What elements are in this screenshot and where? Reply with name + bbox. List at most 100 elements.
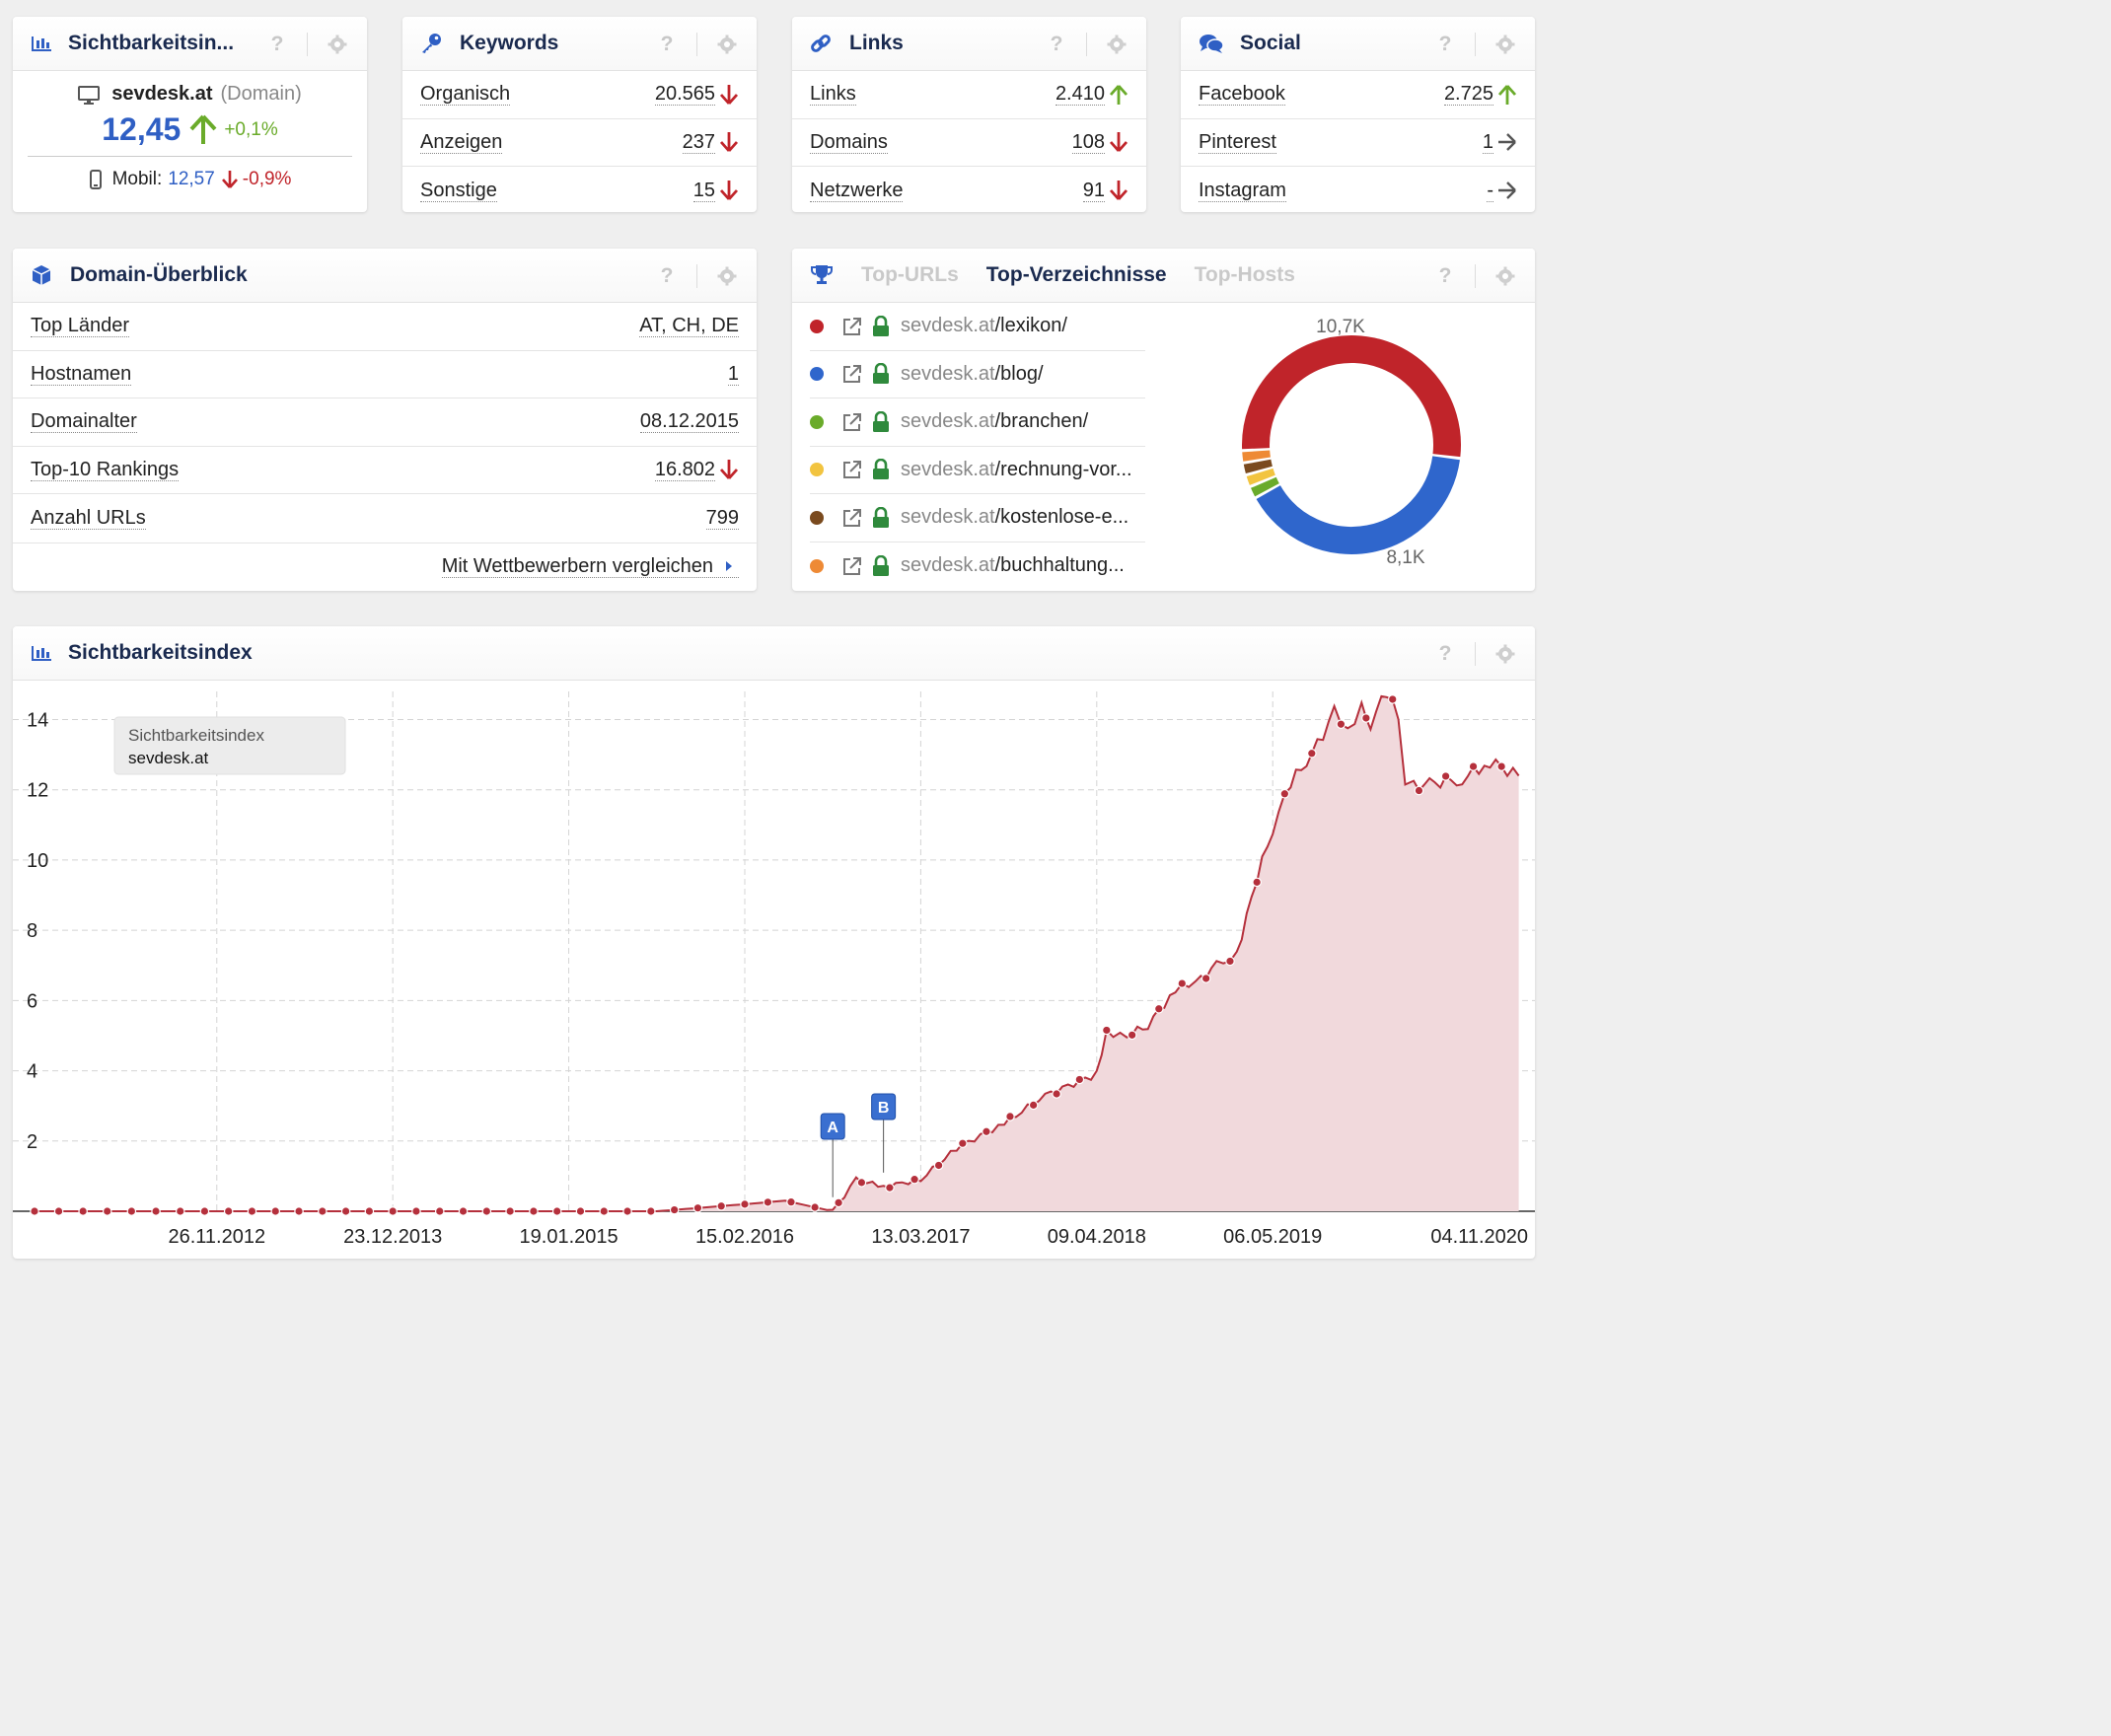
- data-point[interactable]: [910, 1174, 919, 1185]
- annotation-flag[interactable]: [871, 1093, 897, 1121]
- data-point[interactable]: [1028, 1100, 1039, 1111]
- row-label[interactable]: Netzwerke: [810, 179, 904, 202]
- series-line[interactable]: [35, 694, 1520, 1212]
- help-icon[interactable]: ?: [270, 32, 284, 55]
- data-point[interactable]: [740, 1199, 750, 1209]
- data-point[interactable]: [270, 1206, 281, 1216]
- data-point[interactable]: [126, 1206, 137, 1216]
- external-link-icon[interactable]: [841, 507, 863, 529]
- data-point[interactable]: [856, 1178, 867, 1188]
- row-value[interactable]: 2.410: [1055, 83, 1105, 107]
- row-label[interactable]: Pinterest: [1199, 130, 1276, 154]
- row-value[interactable]: 1: [727, 362, 739, 386]
- external-link-icon[interactable]: [841, 363, 863, 385]
- row-value[interactable]: 2.725: [1443, 83, 1493, 107]
- tab-top-hosts[interactable]: Top-Hosts: [1194, 263, 1295, 286]
- data-point[interactable]: [199, 1206, 210, 1216]
- data-point[interactable]: [646, 1206, 656, 1216]
- data-point[interactable]: [151, 1206, 161, 1216]
- data-point[interactable]: [1074, 1074, 1085, 1085]
- gear-icon[interactable]: [1476, 644, 1535, 664]
- data-point[interactable]: [247, 1206, 257, 1216]
- data-point[interactable]: [763, 1197, 773, 1207]
- row-label[interactable]: Domainalter: [31, 410, 137, 434]
- donut-slice[interactable]: [1256, 456, 1460, 554]
- annotation-flag[interactable]: [820, 1113, 845, 1140]
- row-label[interactable]: Hostnamen: [31, 362, 132, 386]
- help-icon[interactable]: ?: [1438, 32, 1452, 55]
- data-point[interactable]: [810, 1202, 820, 1212]
- donut-slice[interactable]: [1242, 335, 1461, 474]
- data-point[interactable]: [505, 1206, 515, 1216]
- row-label[interactable]: Instagram: [1199, 179, 1286, 202]
- compare-link[interactable]: Mit Wettbewerbern vergleichen: [441, 555, 739, 578]
- external-link-icon[interactable]: [841, 459, 863, 480]
- data-point[interactable]: [786, 1196, 796, 1207]
- gear-icon[interactable]: [1476, 266, 1535, 286]
- donut-slice[interactable]: [1246, 468, 1275, 485]
- row-label[interactable]: Top-10 Rankings: [31, 458, 180, 481]
- row-label[interactable]: Anzahl URLs: [31, 506, 146, 530]
- help-icon[interactable]: ?: [1438, 641, 1452, 665]
- data-point[interactable]: [1336, 719, 1347, 730]
- row-label[interactable]: Organisch: [420, 83, 511, 107]
- data-point[interactable]: [53, 1206, 64, 1216]
- data-point[interactable]: [1225, 956, 1235, 967]
- data-point[interactable]: [529, 1206, 539, 1216]
- data-point[interactable]: [481, 1206, 492, 1216]
- data-point[interactable]: [622, 1206, 632, 1216]
- data-point[interactable]: [1052, 1089, 1061, 1099]
- row-value[interactable]: 08.12.2015: [639, 410, 739, 434]
- directory-path[interactable]: /lexikon/: [994, 315, 1067, 337]
- data-point[interactable]: [1153, 1003, 1164, 1014]
- data-point[interactable]: [388, 1206, 398, 1216]
- external-link-icon[interactable]: [841, 411, 863, 433]
- help-icon[interactable]: ?: [660, 32, 674, 55]
- row-label[interactable]: Sonstige: [420, 179, 497, 202]
- data-point[interactable]: [551, 1206, 562, 1216]
- data-point[interactable]: [1496, 761, 1506, 771]
- data-point[interactable]: [885, 1183, 895, 1193]
- gear-icon[interactable]: [697, 35, 757, 54]
- row-value[interactable]: AT, CH, DE: [639, 315, 739, 338]
- data-point[interactable]: [175, 1206, 185, 1216]
- data-point[interactable]: [1387, 694, 1398, 704]
- donut-slice[interactable]: [1251, 476, 1279, 497]
- data-point[interactable]: [102, 1206, 112, 1216]
- data-point[interactable]: [411, 1206, 421, 1216]
- data-point[interactable]: [692, 1202, 703, 1213]
- data-point[interactable]: [1252, 877, 1262, 888]
- row-label[interactable]: Facebook: [1199, 83, 1285, 107]
- data-point[interactable]: [1201, 974, 1211, 983]
- row-value[interactable]: 1: [1482, 130, 1493, 154]
- data-point[interactable]: [716, 1200, 727, 1211]
- data-point[interactable]: [834, 1197, 843, 1208]
- data-point[interactable]: [1414, 785, 1424, 796]
- visibility-chart[interactable]: 2 4 6 8 10 12 14 26.11.2012 23.12.2013 19.01.2015…: [13, 682, 1535, 1259]
- data-point[interactable]: [458, 1206, 469, 1216]
- data-point[interactable]: [1177, 978, 1188, 988]
- directory-path[interactable]: /kostenlose-e...: [994, 506, 1129, 529]
- gear-icon[interactable]: [308, 35, 367, 54]
- data-point[interactable]: [669, 1204, 680, 1215]
- help-icon[interactable]: ?: [660, 263, 674, 287]
- data-point[interactable]: [1102, 1025, 1112, 1036]
- donut-slice[interactable]: [1243, 459, 1273, 474]
- data-point[interactable]: [933, 1160, 944, 1171]
- data-point[interactable]: [223, 1206, 234, 1216]
- data-point[interactable]: [599, 1206, 610, 1216]
- row-value[interactable]: 799: [705, 506, 739, 530]
- row-label[interactable]: Links: [810, 83, 856, 107]
- data-point[interactable]: [78, 1206, 88, 1216]
- directory-path[interactable]: /rechnung-vor...: [994, 458, 1132, 480]
- data-point[interactable]: [434, 1206, 445, 1216]
- data-point[interactable]: [364, 1206, 375, 1216]
- data-point[interactable]: [1307, 748, 1317, 759]
- data-point[interactable]: [1468, 761, 1479, 771]
- data-point[interactable]: [294, 1206, 304, 1216]
- external-link-icon[interactable]: [841, 316, 863, 337]
- tab-top-directories[interactable]: Top-Verzeichnisse: [985, 263, 1167, 286]
- row-value[interactable]: 91: [1082, 179, 1105, 202]
- gear-icon[interactable]: [697, 266, 757, 286]
- directory-path[interactable]: /blog/: [994, 362, 1044, 385]
